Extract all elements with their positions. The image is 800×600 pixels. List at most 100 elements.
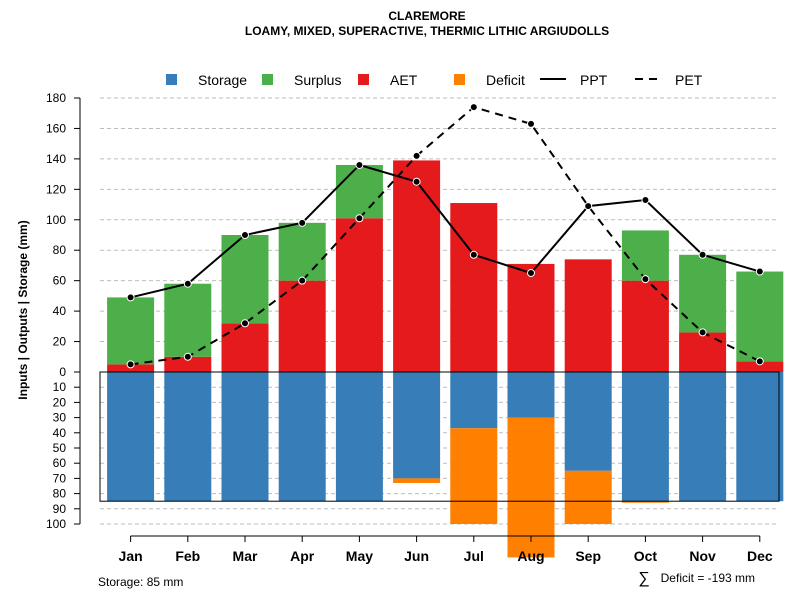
storage-note: Storage: 85 mm: [98, 575, 183, 589]
legend-swatch-aet: [358, 74, 369, 85]
ppt-point: [641, 195, 650, 204]
ppt-point: [469, 250, 478, 259]
ppt-line: [130, 163, 761, 299]
legend-label-surplus: Surplus: [294, 72, 341, 88]
storage-bar: [107, 372, 155, 502]
y-tick-label: 60: [53, 456, 67, 470]
y-tick-label: 50: [53, 441, 67, 455]
chart-subtitle: LOAMY, MIXED, SUPERACTIVE, THERMIC LITHI…: [245, 24, 609, 38]
ppt-point: [126, 293, 135, 302]
pet-point: [412, 151, 421, 160]
legend-label-ppt: PPT: [580, 72, 608, 88]
storage-bar: [278, 372, 326, 502]
surplus-bar: [679, 254, 727, 333]
pet-point: [527, 119, 535, 128]
surplus-bar: [278, 222, 326, 281]
x-tick-label: Jul: [464, 548, 484, 564]
aet-bar: [221, 323, 269, 372]
pet-point: [584, 202, 593, 211]
ppt-point: [412, 177, 421, 186]
y-tick-label: 30: [53, 411, 67, 425]
y-tick-label: 80: [53, 487, 67, 501]
ppt-point: [698, 250, 707, 259]
x-tick-label: Feb: [175, 548, 200, 564]
aet-bar: [164, 356, 212, 372]
storage-bar: [164, 372, 212, 502]
ppt-point: [298, 218, 307, 227]
deficit-total-note: Deficit = -193 mm: [661, 571, 755, 585]
aet-bar: [679, 332, 727, 372]
pet-line: [130, 106, 761, 366]
x-tick-label: Dec: [747, 548, 773, 564]
x-tick-label: Oct: [634, 548, 658, 564]
aet-bar: [278, 280, 326, 372]
aet-bar: [393, 160, 441, 372]
storage-bar: [564, 372, 612, 471]
legend-label-pet: PET: [675, 72, 703, 88]
pet-point: [469, 103, 478, 112]
deficit-bar: [621, 501, 669, 503]
x-tick-label: May: [346, 548, 373, 564]
ppt-point: [355, 160, 364, 169]
axes: 0204060801001201401601801020304050607080…: [46, 91, 773, 564]
aet-bar: [564, 259, 612, 372]
ppt-point: [241, 231, 249, 239]
pet-point: [298, 276, 307, 285]
pet-point: [241, 319, 249, 328]
surplus-bar: [221, 235, 269, 324]
surplus-bar: [621, 230, 669, 281]
deficit-bar: [393, 478, 441, 483]
ppt-point: [755, 267, 764, 276]
legend-label-storage: Storage: [198, 72, 247, 88]
deficit-bar: [564, 470, 612, 524]
legend-swatch-surplus: [262, 74, 273, 85]
y-tick-label: 20: [53, 335, 67, 349]
deficit-bar: [450, 428, 498, 524]
storage-bar: [736, 372, 784, 502]
y-tick-label: 160: [46, 121, 66, 135]
x-tick-label: Sep: [575, 548, 601, 564]
y-tick-label: 70: [53, 471, 67, 485]
storage-bar: [450, 372, 498, 429]
bars: [99, 160, 784, 558]
pet-point: [755, 357, 764, 366]
storage-bar: [507, 372, 555, 418]
x-tick-label: Jan: [119, 548, 143, 564]
storage-bar: [221, 372, 269, 502]
storage-capacity-box: [99, 371, 780, 502]
ppt-point: [183, 279, 192, 288]
legend: Storage Surplus AET Deficit PPT PET: [166, 72, 703, 88]
x-tick-label: Apr: [290, 548, 315, 564]
legend-swatch-storage: [166, 74, 177, 85]
line-series: [126, 103, 764, 369]
x-tick-label: Nov: [689, 548, 716, 564]
y-tick-label: 140: [46, 152, 66, 166]
y-tick-label: 60: [53, 274, 67, 288]
storage-bar: [679, 372, 727, 502]
x-tick-label: Aug: [517, 548, 544, 564]
y-axis-title: Inputs | Outputs | Storage (mm): [16, 220, 30, 399]
y-tick-label: 40: [53, 304, 67, 318]
storage-bar: [335, 372, 383, 502]
aet-bar: [507, 263, 555, 372]
x-tick-label: Mar: [233, 548, 258, 564]
deficit-bar: [507, 417, 555, 558]
pet-point: [183, 352, 192, 361]
y-tick-label: 0: [59, 365, 66, 379]
y-tick-label: 80: [53, 243, 67, 257]
y-tick-label: 10: [53, 380, 67, 394]
legend-swatch-deficit: [454, 74, 465, 85]
surplus-bar: [335, 164, 383, 219]
storage-bar: [393, 372, 441, 479]
aet-bar: [621, 280, 669, 372]
aet-bar: [335, 218, 383, 372]
deficit-sum-symbol: ∑: [638, 570, 649, 587]
surplus-bar: [736, 271, 784, 362]
y-tick-label: 180: [46, 91, 66, 105]
pet-point: [126, 360, 135, 369]
surplus-bar: [107, 297, 155, 365]
pet-point: [698, 328, 707, 337]
legend-label-deficit: Deficit: [486, 72, 525, 88]
ppt-point: [527, 269, 535, 278]
